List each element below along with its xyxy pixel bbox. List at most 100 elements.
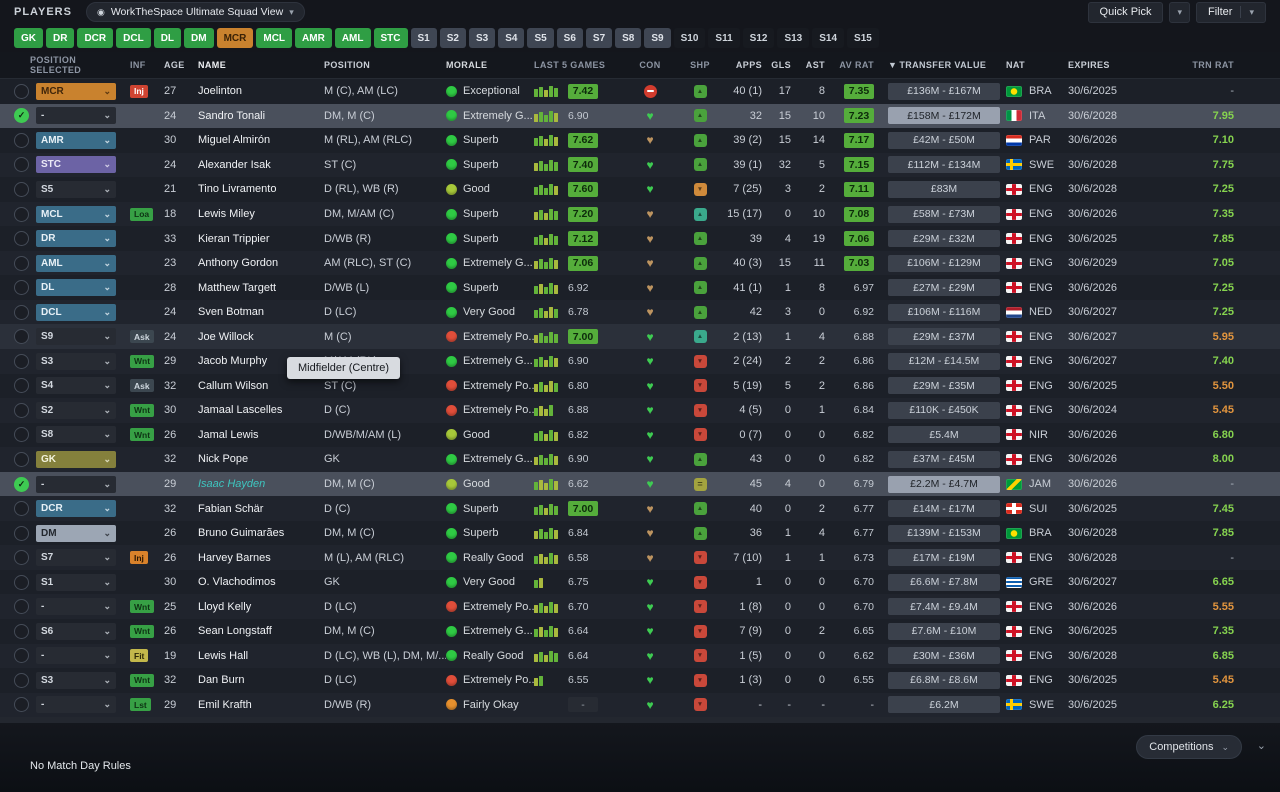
player-name[interactable]: Bruno Guimarães	[198, 527, 285, 540]
position-selected-dropdown[interactable]: MCL ⌄	[36, 205, 116, 223]
quick-pick-button[interactable]: Quick Pick	[1087, 1, 1164, 23]
position-filter-S12[interactable]: S12	[742, 28, 775, 48]
position-filter-S1[interactable]: S1	[410, 28, 437, 48]
select-checkbox[interactable]	[14, 451, 29, 467]
select-checkbox[interactable]	[14, 648, 29, 664]
table-row[interactable]: - ⌄ Wnt 25 Lloyd Kelly D (LC) Extremely …	[0, 594, 1280, 620]
player-name[interactable]: Lloyd Kelly	[198, 600, 252, 613]
select-checkbox[interactable]	[14, 206, 29, 222]
position-selected-dropdown[interactable]: S9 ⌄	[36, 328, 116, 346]
position-filter-AML[interactable]: AML	[334, 28, 371, 48]
column-header-inf[interactable]: INF	[130, 60, 146, 70]
select-checkbox[interactable]	[14, 231, 29, 247]
table-row[interactable]: S3 ⌄ Wnt 32 Dan Burn D (LC) Extremely Po…	[0, 668, 1280, 693]
position-selected-dropdown[interactable]: - ⌄	[36, 647, 116, 665]
position-selected-dropdown[interactable]: S5 ⌄	[36, 180, 116, 198]
position-filter-S5[interactable]: S5	[527, 28, 554, 48]
select-checkbox[interactable]	[14, 157, 29, 173]
select-checkbox[interactable]	[14, 132, 29, 148]
competitions-dropdown[interactable]: Competitions ⌄	[1136, 735, 1242, 759]
player-name[interactable]: Lewis Hall	[198, 649, 249, 662]
player-name[interactable]: Jamal Lewis	[198, 428, 259, 441]
column-header-avrat[interactable]: AV RAT	[839, 60, 874, 70]
player-name[interactable]: Alexander Isak	[198, 158, 271, 171]
position-selected-dropdown[interactable]: S8 ⌄	[36, 426, 116, 444]
player-name[interactable]: Nick Pope	[198, 453, 249, 466]
position-filter-S6[interactable]: S6	[556, 28, 583, 48]
position-filter-DCL[interactable]: DCL	[116, 28, 151, 48]
column-header-con[interactable]: CON	[639, 60, 661, 70]
column-header-morale[interactable]: MORALE	[446, 60, 488, 70]
select-checkbox[interactable]	[14, 623, 29, 639]
position-filter-MCL[interactable]: MCL	[256, 28, 293, 48]
select-checkbox[interactable]	[14, 599, 29, 615]
position-selected-dropdown[interactable]: DL ⌄	[36, 279, 116, 297]
table-row[interactable]: S5 ⌄ 21 Tino Livramento D (RL), WB (R) G…	[0, 177, 1280, 202]
table-row[interactable]: S8 ⌄ Wnt 26 Jamal Lewis D/WB/M/AM (L) Go…	[0, 422, 1280, 448]
table-row[interactable]: AML ⌄ 23 Anthony Gordon AM (RLC), ST (C)…	[0, 250, 1280, 276]
position-filter-S11[interactable]: S11	[708, 28, 740, 48]
select-checkbox[interactable]	[14, 501, 29, 517]
position-filter-S4[interactable]: S4	[498, 28, 525, 48]
player-name[interactable]: Matthew Targett	[198, 281, 277, 294]
table-row[interactable]: DR ⌄ 33 Kieran Trippier D/WB (R) Superb …	[0, 226, 1280, 251]
position-selected-dropdown[interactable]: S2 ⌄	[36, 401, 116, 419]
column-header-nat[interactable]: NAT	[1006, 60, 1026, 70]
position-filter-DL[interactable]: DL	[153, 28, 182, 48]
player-name[interactable]: Joe Willock	[198, 330, 254, 343]
column-header-shp[interactable]: SHP	[690, 60, 710, 70]
select-checkbox[interactable]	[14, 83, 29, 99]
position-filter-DCR[interactable]: DCR	[77, 28, 114, 48]
select-checkbox[interactable]	[14, 476, 29, 492]
select-checkbox[interactable]	[14, 697, 29, 713]
table-row[interactable]: MCR ⌄ Inj 27 Joelinton M (C), AM (LC) Ex…	[0, 79, 1280, 104]
column-header-ast[interactable]: AST	[805, 60, 825, 70]
position-selected-dropdown[interactable]: DCL ⌄	[36, 303, 116, 321]
player-name[interactable]: Isaac Hayden	[198, 478, 266, 491]
position-filter-DR[interactable]: DR	[46, 28, 75, 48]
position-selected-dropdown[interactable]: S3 ⌄	[36, 352, 116, 370]
column-header-gls[interactable]: GLS	[771, 60, 791, 70]
position-selected-dropdown[interactable]: DR ⌄	[36, 230, 116, 248]
position-filter-S8[interactable]: S8	[615, 28, 642, 48]
select-checkbox[interactable]	[14, 181, 29, 197]
filter-button[interactable]: Filter ▾	[1196, 1, 1266, 23]
select-checkbox[interactable]	[14, 574, 29, 590]
position-filter-S2[interactable]: S2	[439, 28, 466, 48]
column-header-age[interactable]: AGE	[164, 60, 185, 70]
table-row[interactable]: DM ⌄ 26 Bruno Guimarães DM, M (C) Superb…	[0, 520, 1280, 546]
position-selected-dropdown[interactable]: S4 ⌄	[36, 377, 116, 395]
position-selected-dropdown[interactable]: - ⌄	[36, 107, 116, 125]
table-row[interactable]: - ⌄ Fit 19 Lewis Hall D (LC), WB (L), DM…	[0, 643, 1280, 669]
position-selected-dropdown[interactable]: - ⌄	[36, 598, 116, 616]
column-header-trn-rat[interactable]: TRN RAT	[1192, 60, 1234, 70]
position-selected-dropdown[interactable]: AMR ⌄	[36, 131, 116, 149]
position-selected-dropdown[interactable]: AML ⌄	[36, 254, 116, 272]
position-selected-dropdown[interactable]: DM ⌄	[36, 524, 116, 542]
select-checkbox[interactable]	[14, 378, 29, 394]
table-row[interactable]: S1 ⌄ 30 O. Vlachodimos GK Very Good 6.75…	[0, 569, 1280, 595]
position-selected-dropdown[interactable]: S7 ⌄	[36, 549, 116, 567]
player-name[interactable]: Callum Wilson	[198, 379, 269, 392]
column-header-position-selected[interactable]: POSITION SELECTED	[30, 55, 82, 75]
quick-pick-dropdown-button[interactable]: ▾	[1169, 1, 1191, 23]
select-checkbox[interactable]	[14, 402, 29, 418]
select-checkbox[interactable]	[14, 255, 29, 271]
player-name[interactable]: Emil Krafth	[198, 698, 252, 711]
position-filter-S3[interactable]: S3	[468, 28, 496, 48]
player-name[interactable]: O. Vlachodimos	[198, 576, 276, 589]
position-selected-dropdown[interactable]: DCR ⌄	[36, 500, 116, 518]
player-name[interactable]: Fabian Schär	[198, 502, 264, 515]
table-row[interactable]: - ⌄ Lst 29 Emil Krafth D/WB (R) Fairly O…	[0, 692, 1280, 718]
position-filter-S13[interactable]: S13	[777, 28, 810, 48]
position-selected-dropdown[interactable]: S3 ⌄	[36, 671, 116, 689]
table-row[interactable]: DL ⌄ 28 Matthew Targett D/WB (L) Superb …	[0, 275, 1280, 300]
view-selector-dropdown[interactable]: ◉ WorkTheSpace Ultimate Squad View ▾	[85, 2, 305, 22]
position-filter-MCR[interactable]: MCR	[216, 28, 254, 48]
select-checkbox[interactable]	[14, 672, 29, 688]
position-filter-S7[interactable]: S7	[585, 28, 613, 48]
column-header-expires[interactable]: EXPIRES	[1068, 60, 1110, 70]
player-name[interactable]: Sandro Tonali	[198, 109, 266, 122]
position-filter-DM[interactable]: DM	[184, 28, 214, 48]
position-selected-dropdown[interactable]: MCR ⌄	[36, 82, 116, 100]
